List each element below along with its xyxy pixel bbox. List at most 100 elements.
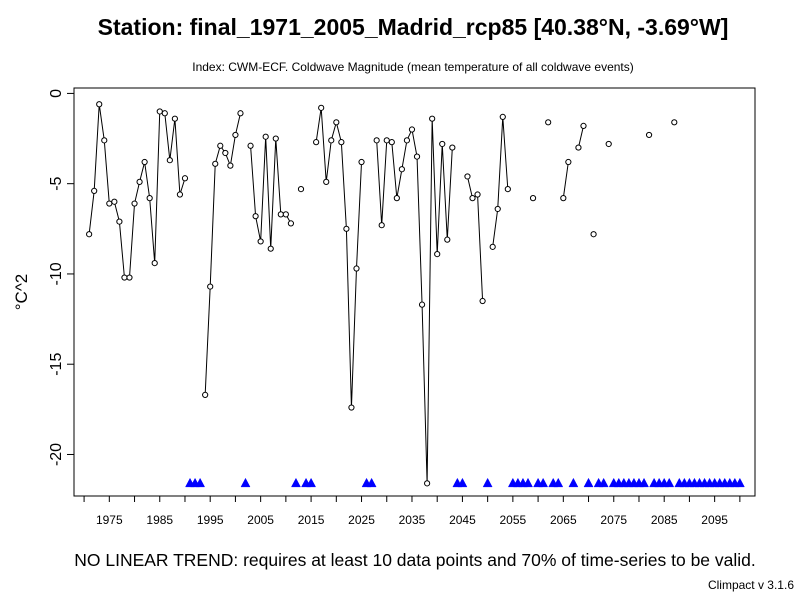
data-point	[262, 133, 269, 140]
x-tick-label: 2025	[348, 513, 375, 527]
y-tick-label: 0	[48, 89, 65, 98]
missing-year-marker	[568, 477, 579, 488]
missing-year-marker	[523, 477, 533, 488]
data-point	[388, 139, 395, 146]
data-point	[408, 126, 416, 133]
y-axis-label: °C^2	[12, 274, 31, 311]
data-point	[343, 225, 350, 232]
data-point	[277, 211, 284, 218]
series-line-segment	[250, 136, 292, 249]
series-line-segment	[577, 125, 584, 148]
data-point	[207, 283, 214, 290]
data-point	[313, 139, 320, 146]
missing-year-marker	[306, 477, 317, 488]
missing-year-marker	[734, 477, 745, 488]
missing-year-marker	[366, 477, 377, 488]
data-point	[444, 236, 451, 243]
data-point	[358, 158, 365, 166]
data-point	[580, 122, 587, 130]
data-point	[383, 137, 390, 144]
data-point	[373, 137, 380, 144]
missing-year-marker	[639, 477, 649, 488]
series-line-segment	[492, 116, 509, 247]
data-point	[146, 195, 153, 202]
missing-year-marker	[482, 477, 493, 488]
data-point	[671, 119, 678, 126]
missing-year-marker	[583, 477, 594, 488]
data-point	[227, 162, 234, 169]
data-point	[499, 113, 506, 120]
x-tick-label: 2035	[399, 513, 426, 527]
data-point	[645, 131, 653, 139]
data-point	[328, 137, 335, 144]
data-point	[529, 195, 537, 202]
chart-title: Station: final_1971_2005_Madrid_rcp85 [4…	[97, 14, 729, 40]
missing-year-markers	[185, 477, 745, 488]
data-point	[116, 218, 123, 225]
series-line-segment	[88, 104, 186, 279]
data-point	[434, 250, 441, 258]
y-tick-label: -5	[48, 176, 65, 190]
data-point	[101, 137, 108, 144]
data-point	[464, 173, 471, 180]
series-line-segment	[562, 161, 569, 199]
missing-year-marker	[240, 477, 251, 488]
x-tick-label: 1975	[96, 513, 123, 527]
data-point	[338, 139, 345, 146]
series-line-segment	[376, 118, 453, 484]
data-point	[403, 137, 411, 144]
data-point	[545, 119, 552, 126]
data-point	[393, 195, 400, 202]
x-tick-label: 1985	[146, 513, 173, 527]
data-point	[166, 157, 173, 164]
x-tick-label: 2065	[550, 513, 577, 527]
data-point	[91, 187, 98, 195]
data-point	[156, 108, 163, 115]
missing-year-marker	[457, 477, 468, 488]
data-point	[494, 205, 501, 213]
data-point	[136, 178, 143, 185]
data-point	[96, 101, 103, 108]
data-point	[111, 198, 118, 205]
data-point	[181, 175, 189, 182]
data-point	[126, 274, 133, 281]
data-point	[418, 301, 426, 308]
missing-year-marker	[538, 477, 549, 488]
data-point	[297, 185, 305, 193]
missing-year-marker	[195, 477, 206, 488]
data-point	[257, 238, 264, 245]
data-point	[267, 245, 274, 252]
data-point	[86, 231, 93, 238]
data-point	[171, 115, 178, 122]
data-point	[479, 297, 486, 305]
data-point	[232, 131, 239, 139]
data-point	[176, 191, 184, 198]
data-point	[237, 110, 244, 117]
data-point	[212, 160, 219, 167]
x-tick-label: 1995	[197, 513, 224, 527]
data-point	[323, 178, 330, 185]
footnote-no-trend: NO LINEAR TREND: requires at least 10 da…	[74, 550, 756, 570]
data-point	[469, 195, 476, 202]
data-point	[565, 158, 572, 166]
plot-frame	[73, 87, 756, 497]
data-point	[252, 213, 259, 220]
data-point	[131, 200, 138, 207]
data-point	[439, 140, 446, 148]
data-point	[413, 153, 421, 160]
data-point	[106, 200, 113, 207]
series-lines	[88, 104, 584, 484]
x-tick-label: 2045	[449, 513, 476, 527]
missing-year-marker	[291, 477, 301, 488]
x-axis: 1975 1985 1995 2005 2015 2025 2035 2045 2055 2065…	[83, 495, 741, 527]
data-point	[247, 142, 254, 149]
series-points	[86, 101, 678, 487]
data-point	[353, 265, 360, 272]
data-point	[424, 480, 431, 487]
chart-subtitle: Index: CWM-ECF. Coldwave Magnitude (mean…	[192, 60, 634, 74]
x-tick-label: 2095	[701, 513, 728, 527]
x-tick-label: 2015	[298, 513, 325, 527]
data-point	[222, 149, 229, 157]
data-point	[287, 220, 295, 227]
